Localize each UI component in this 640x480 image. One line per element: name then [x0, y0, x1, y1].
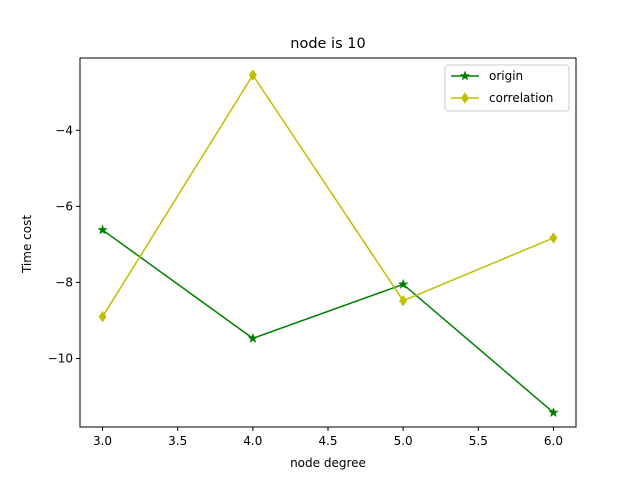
- legend-marker: [461, 92, 469, 104]
- data-point-correlation: [549, 232, 558, 244]
- data-point-origin: [97, 224, 108, 235]
- chart-title: node is 10: [290, 36, 365, 52]
- data-point-correlation: [98, 310, 107, 323]
- data-point-origin: [397, 278, 409, 289]
- y-tick-label: −8: [55, 275, 73, 289]
- plot-area: [97, 69, 559, 417]
- x-tick-label: 5.5: [469, 434, 488, 448]
- y-tick-label: −6: [55, 199, 73, 213]
- axes: 3.0 3.5 4.0 4.5 5.0 5.5 6.0 −10 −8 −6 −4: [48, 123, 563, 448]
- x-tick-label: 6.0: [544, 434, 563, 448]
- y-tick-label: −10: [48, 352, 73, 366]
- data-point-correlation: [248, 69, 257, 81]
- legend: origin correlation: [444, 64, 570, 112]
- series-correlation: [98, 69, 558, 323]
- legend-item-correlation: correlation: [451, 91, 553, 105]
- x-tick-label: 4.5: [318, 434, 337, 448]
- x-tick-label: 5.0: [394, 434, 413, 448]
- data-point-origin: [247, 332, 259, 343]
- legend-marker: [459, 70, 471, 81]
- data-point-origin: [548, 407, 559, 417]
- x-axis-label: node degree: [290, 456, 366, 470]
- legend-label: origin: [489, 69, 523, 83]
- series-line-correlation: [101, 73, 554, 318]
- data-point-correlation: [399, 294, 408, 307]
- y-tick-label: −4: [55, 123, 73, 137]
- series-line-origin: [102, 229, 554, 414]
- legend-label: correlation: [489, 91, 553, 105]
- x-tick-label: 3.0: [93, 434, 112, 448]
- y-axis-label: Time cost: [20, 215, 34, 274]
- plot-frame: [79, 57, 577, 428]
- x-tick-label: 4.0: [243, 434, 262, 448]
- series-origin: [97, 224, 559, 417]
- legend-item-origin: origin: [451, 69, 523, 83]
- x-tick-label: 3.5: [168, 434, 187, 448]
